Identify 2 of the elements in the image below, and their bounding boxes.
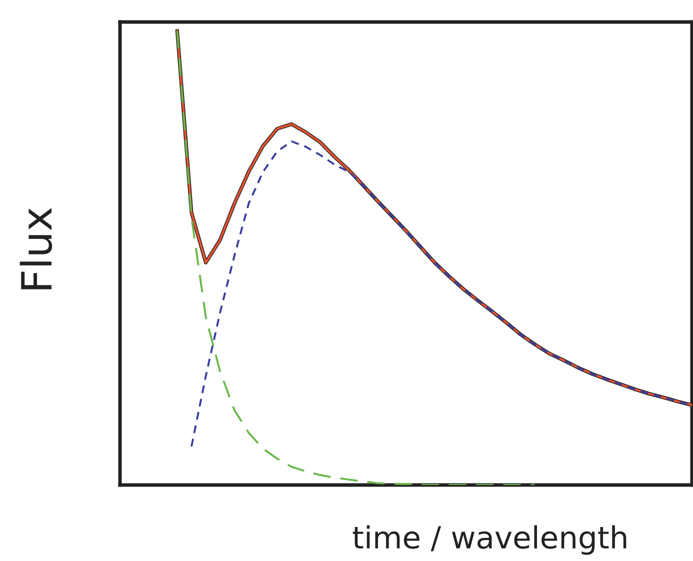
x-axis-title: time / wavelength [352,525,626,555]
y-axis-title: Flux [20,208,52,290]
